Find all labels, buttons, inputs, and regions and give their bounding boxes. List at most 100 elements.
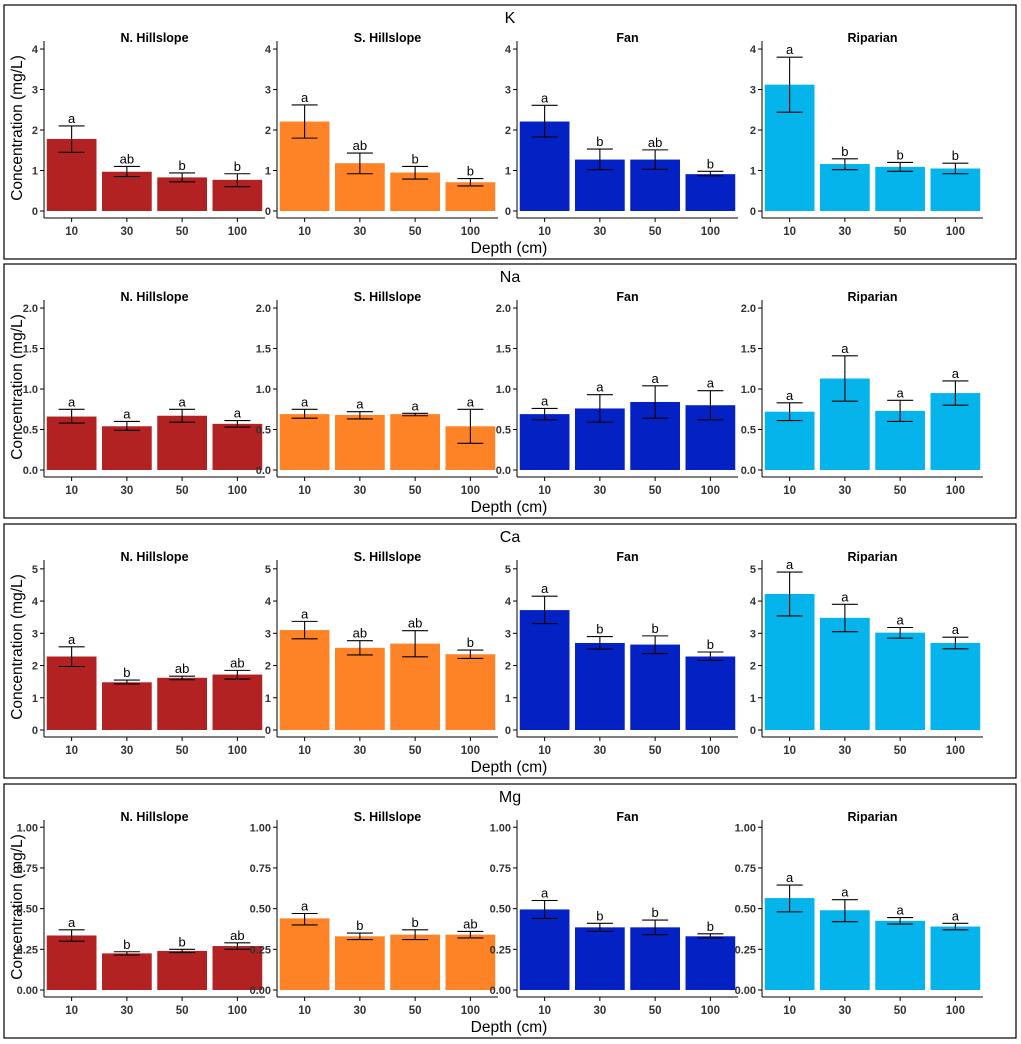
x-tick-label-k-s-hillslope-30: 30 <box>353 226 366 238</box>
sig-letter-k-n-hillslope-100: b <box>234 159 241 174</box>
sig-letter-mg-s-hillslope-50: b <box>412 915 419 930</box>
sig-letter-na-n-hillslope-30: a <box>123 406 131 421</box>
bar-mg-riparian-100 <box>930 926 981 990</box>
y-tick-label-na-riparian-0: 0.0 <box>741 465 756 477</box>
bar-na-s-hillslope-10 <box>279 414 330 470</box>
y-tick-label-ca-riparian-3: 3 <box>750 628 756 640</box>
x-tick-label-mg-n-hillslope-30: 30 <box>120 1005 133 1017</box>
y-tick-label-mg-s-hillslope-4: 1.00 <box>250 822 271 834</box>
y-tick-label-na-riparian-2: 1.0 <box>741 384 756 396</box>
sig-letter-na-fan-100: a <box>707 376 715 391</box>
y-tick-label-ca-riparian-1: 1 <box>750 693 756 705</box>
x-tick-label-mg-s-hillslope-100: 100 <box>461 1005 480 1017</box>
y-tick-label-na-fan-2: 1.0 <box>496 384 511 396</box>
y-tick-label-na-s-hillslope-2: 1.0 <box>256 384 271 396</box>
y-tick-label-k-s-hillslope-3: 3 <box>265 85 271 97</box>
bar-ca-riparian-30 <box>820 617 870 730</box>
bar-k-s-hillslope-100 <box>445 182 496 211</box>
x-tick-label-ca-n-hillslope-30: 30 <box>120 745 133 757</box>
sig-letter-k-s-hillslope-100: b <box>467 164 474 179</box>
y-tick-label-k-n-hillslope-2: 2 <box>32 125 38 137</box>
x-tick-label-mg-s-hillslope-30: 30 <box>353 1005 366 1017</box>
sig-letter-mg-riparian-100: a <box>952 908 960 923</box>
panel-ca-title: Ca <box>500 529 521 546</box>
sig-letter-na-fan-30: a <box>596 380 604 395</box>
x-tick-label-na-s-hillslope-50: 50 <box>409 485 422 497</box>
x-tick-label-ca-riparian-10: 10 <box>783 745 796 757</box>
x-tick-label-ca-riparian-100: 100 <box>946 745 965 757</box>
panel-k-title: K <box>505 10 516 27</box>
x-tick-label-na-fan-10: 10 <box>538 485 551 497</box>
sig-letter-ca-fan-50: b <box>652 621 659 636</box>
panel-mg-border <box>3 783 1017 1039</box>
x-tick-label-mg-fan-30: 30 <box>593 1005 606 1017</box>
sig-letter-mg-n-hillslope-50: b <box>179 934 186 949</box>
sig-letter-mg-riparian-30: a <box>841 885 849 900</box>
x-tick-label-mg-riparian-50: 50 <box>894 1005 907 1017</box>
y-tick-label-na-n-hillslope-0: 0.0 <box>23 465 38 477</box>
bar-ca-s-hillslope-100 <box>445 654 496 730</box>
bar-na-n-hillslope-100 <box>212 423 263 470</box>
sig-letter-na-n-hillslope-10: a <box>68 394 76 409</box>
bar-mg-s-hillslope-100 <box>445 934 496 990</box>
x-tick-label-ca-fan-10: 10 <box>538 745 551 757</box>
sig-letter-na-riparian-10: a <box>786 388 794 403</box>
panel-ca-border <box>3 523 1017 779</box>
facet-title-ca-fan: Fan <box>616 550 638 564</box>
y-tick-label-mg-n-hillslope-0: 0.00 <box>17 985 38 997</box>
bar-ca-fan-10 <box>519 610 570 730</box>
x-tick-label-k-riparian-100: 100 <box>946 226 965 238</box>
x-tick-label-na-fan-30: 30 <box>593 485 606 497</box>
y-tick-label-na-n-hillslope-3: 1.5 <box>23 344 38 356</box>
bar-k-fan-100 <box>685 174 736 211</box>
bar-na-n-hillslope-10 <box>46 416 97 470</box>
x-tick-label-na-n-hillslope-50: 50 <box>176 485 189 497</box>
x-tick-label-na-n-hillslope-100: 100 <box>228 485 247 497</box>
y-tick-label-na-n-hillslope-4: 2.0 <box>23 303 38 315</box>
y-tick-label-k-riparian-3: 3 <box>750 85 756 97</box>
bar-k-riparian-30 <box>820 164 870 211</box>
y-tick-label-mg-fan-4: 1.00 <box>490 822 511 834</box>
sig-letter-mg-riparian-50: a <box>897 903 905 918</box>
bar-na-riparian-100 <box>930 393 981 470</box>
bar-ca-n-hillslope-100 <box>212 674 263 730</box>
sig-letter-ca-fan-30: b <box>596 622 603 637</box>
sig-letter-mg-s-hillslope-30: b <box>356 918 363 933</box>
y-tick-label-na-s-hillslope-1: 0.5 <box>256 425 271 437</box>
y-tick-label-k-n-hillslope-1: 1 <box>32 166 38 178</box>
y-tick-label-ca-n-hillslope-2: 2 <box>32 661 38 673</box>
y-tick-label-na-s-hillslope-3: 1.5 <box>256 344 271 356</box>
bar-ca-riparian-100 <box>930 642 981 730</box>
y-tick-label-ca-n-hillslope-3: 3 <box>32 628 38 640</box>
bar-mg-n-hillslope-50 <box>157 950 207 990</box>
y-tick-label-ca-fan-5: 5 <box>505 564 511 576</box>
sig-letter-na-s-hillslope-30: a <box>356 397 364 412</box>
sig-letter-na-riparian-30: a <box>841 341 849 356</box>
bar-mg-fan-30 <box>575 927 625 990</box>
y-tick-label-mg-s-hillslope-0: 0.00 <box>250 985 271 997</box>
y-tick-label-k-s-hillslope-0: 0 <box>265 206 271 218</box>
x-tick-label-k-n-hillslope-100: 100 <box>228 226 247 238</box>
y-tick-label-ca-fan-3: 3 <box>505 628 511 640</box>
y-tick-label-ca-s-hillslope-0: 0 <box>265 725 271 737</box>
y-tick-label-mg-n-hillslope-1: 0.25 <box>17 944 38 956</box>
facet-title-mg-fan: Fan <box>616 810 638 824</box>
bar-na-riparian-10 <box>764 411 815 470</box>
sig-letter-na-riparian-100: a <box>952 366 960 381</box>
bar-ca-s-hillslope-50 <box>390 643 440 730</box>
x-tick-label-k-fan-50: 50 <box>649 226 662 238</box>
sig-letter-ca-fan-100: b <box>707 637 714 652</box>
bar-mg-riparian-10 <box>764 898 815 990</box>
x-tick-label-ca-fan-30: 30 <box>593 745 606 757</box>
x-tick-label-na-riparian-50: 50 <box>894 485 907 497</box>
y-tick-label-mg-riparian-0: 0.00 <box>735 985 756 997</box>
x-tick-label-k-s-hillslope-50: 50 <box>409 226 422 238</box>
y-tick-label-ca-fan-0: 0 <box>505 725 511 737</box>
sig-letter-k-fan-10: a <box>541 90 549 105</box>
y-tick-label-na-fan-4: 2.0 <box>496 303 511 315</box>
x-tick-label-ca-riparian-50: 50 <box>894 745 907 757</box>
bar-na-n-hillslope-30 <box>102 426 152 470</box>
sig-letter-k-s-hillslope-50: b <box>412 151 419 166</box>
sig-letter-k-fan-30: b <box>596 134 603 149</box>
x-tick-label-k-n-hillslope-50: 50 <box>176 226 189 238</box>
